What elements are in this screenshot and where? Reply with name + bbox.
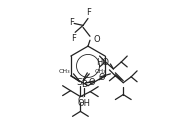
- Text: HO: HO: [96, 58, 109, 67]
- Text: C: C: [78, 96, 83, 105]
- Text: Si: Si: [76, 78, 85, 87]
- Text: CH₃: CH₃: [94, 69, 106, 74]
- Text: O: O: [94, 35, 101, 44]
- Text: CH₃: CH₃: [59, 69, 71, 74]
- Text: O: O: [89, 78, 95, 87]
- Text: F: F: [87, 8, 91, 17]
- Text: F: F: [69, 18, 74, 27]
- Text: B: B: [81, 80, 87, 89]
- Text: F: F: [71, 34, 76, 43]
- Text: O: O: [99, 73, 105, 82]
- Text: OH: OH: [77, 99, 90, 108]
